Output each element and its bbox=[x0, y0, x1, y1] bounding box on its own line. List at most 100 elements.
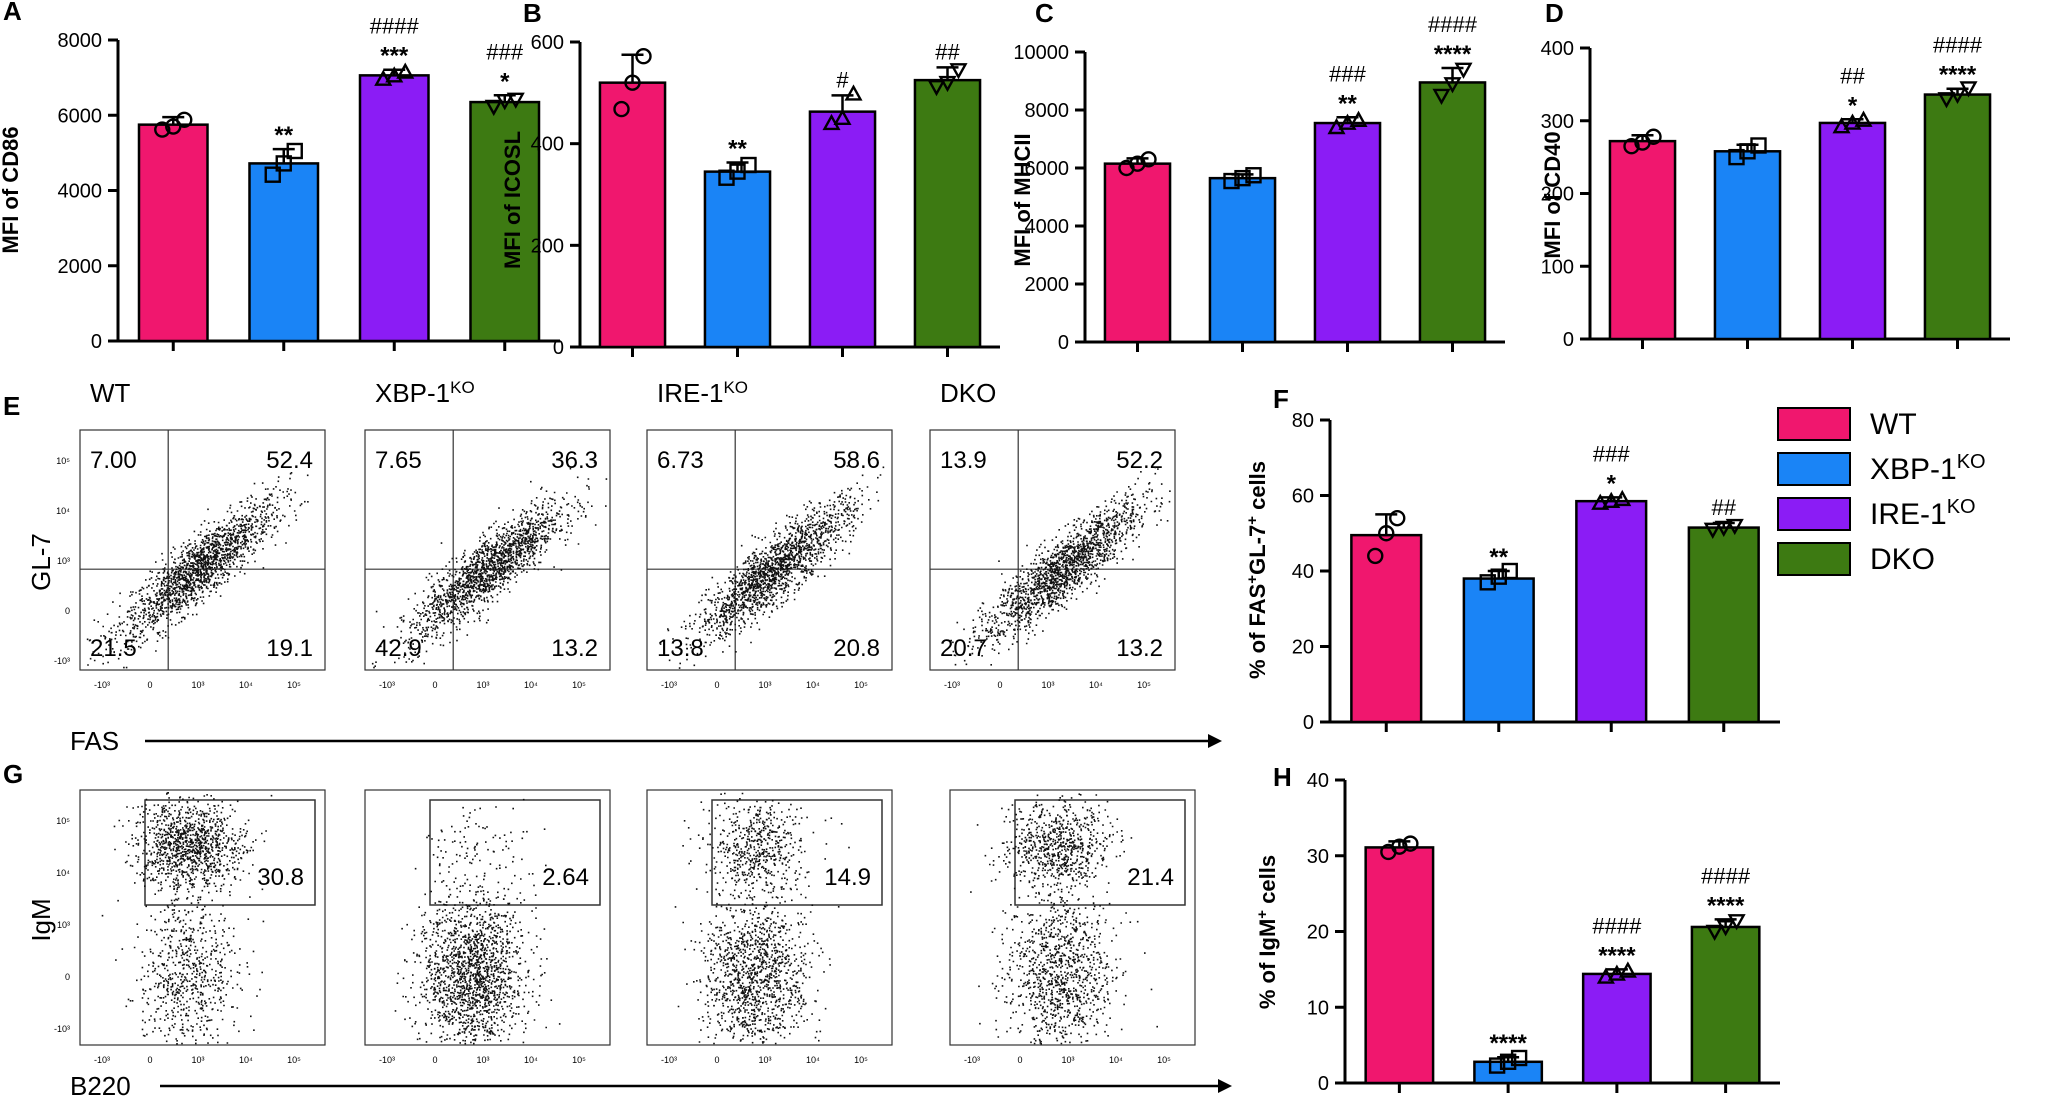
legend-swatch bbox=[1777, 452, 1851, 486]
bar-WT bbox=[1350, 533, 1423, 724]
x-axis-tick-label: -10³ bbox=[661, 1055, 677, 1065]
x-axis-tick-label: 10⁴ bbox=[806, 680, 820, 690]
data-point bbox=[484, 99, 503, 117]
x-axis-tick-label: -10³ bbox=[94, 1055, 110, 1065]
data-point bbox=[1223, 172, 1240, 190]
legend-swatch bbox=[1777, 407, 1851, 441]
data-point bbox=[1959, 81, 1978, 98]
y-tick-label: 0 bbox=[1303, 712, 1314, 734]
sig-star-label: **** bbox=[1598, 942, 1636, 969]
gate-box bbox=[144, 799, 316, 906]
legend-swatch bbox=[1777, 497, 1851, 531]
y-tick-label: 200 bbox=[531, 235, 564, 257]
plot-title: IRE-1KO bbox=[657, 378, 748, 409]
x-axis-tick-label: 10⁵ bbox=[287, 1055, 301, 1065]
sig-hash-label: #### bbox=[1428, 12, 1478, 37]
data-point bbox=[1391, 838, 1408, 855]
plot-frame bbox=[79, 429, 326, 671]
quadrant-value: 52.2 bbox=[1116, 447, 1163, 474]
quadrant-value: 20.8 bbox=[833, 635, 880, 662]
y-tick-label: 0 bbox=[1058, 332, 1069, 354]
y-tick-label: 0 bbox=[1563, 329, 1574, 351]
y-axis-label-GL7: GL-7 bbox=[26, 533, 56, 591]
y-tick-label: 400 bbox=[531, 134, 564, 156]
data-point bbox=[1596, 967, 1615, 984]
quadrant-value: 13.2 bbox=[1116, 635, 1163, 662]
sig-star-label: **** bbox=[1939, 62, 1977, 89]
x-axis-tick-label: 10⁵ bbox=[854, 1055, 868, 1065]
y-axis-tick-label: 10⁵ bbox=[56, 816, 70, 826]
y-axis-tick-label: 10³ bbox=[57, 556, 70, 566]
y-axis-label: MFI of ICOSL bbox=[500, 131, 525, 269]
x-axis-tick-label: 10³ bbox=[1061, 1055, 1074, 1065]
y-tick-label: 600 bbox=[531, 32, 564, 54]
x-axis-tick-label: 0 bbox=[432, 1055, 437, 1065]
y-tick-label: 30 bbox=[1307, 846, 1329, 868]
x-axis-tick-label: 10⁴ bbox=[239, 680, 253, 690]
plot-frame bbox=[929, 429, 1176, 671]
y-tick-label: 60 bbox=[1292, 486, 1314, 508]
bar-IRE-1KO bbox=[358, 74, 430, 343]
y-axis-label-IgM: IgM bbox=[26, 898, 56, 941]
gate-value: 21.4 bbox=[1127, 864, 1174, 891]
data-point bbox=[385, 66, 404, 83]
y-tick-label: 4000 bbox=[58, 181, 103, 203]
x-axis-tick-label: 0 bbox=[1017, 1055, 1022, 1065]
data-point bbox=[1432, 88, 1451, 105]
bar-WT bbox=[598, 81, 667, 349]
bar-XBP-1KO bbox=[1208, 176, 1277, 344]
data-point bbox=[613, 100, 630, 118]
event-dots bbox=[659, 465, 885, 669]
y-tick-label: 0 bbox=[1318, 1073, 1329, 1095]
bar-IRE-1KO bbox=[1575, 499, 1648, 724]
bar-XBP-1KO bbox=[1473, 1060, 1544, 1085]
sig-hash-label: ## bbox=[1840, 63, 1865, 88]
sig-star-label: ** bbox=[728, 135, 747, 162]
data-point bbox=[1618, 961, 1637, 978]
flow-plot: 2.64 -10³ 0 10³ 10⁴ 10⁵ bbox=[364, 789, 611, 1065]
bar-IRE-1KO bbox=[808, 110, 877, 349]
panel-letter-E: E bbox=[3, 391, 20, 421]
plot-title: XBP-1KO bbox=[375, 378, 475, 409]
bar-WT bbox=[137, 123, 209, 343]
data-point bbox=[1602, 491, 1621, 508]
bar-DKO bbox=[1418, 81, 1487, 344]
y-tick-label: 0 bbox=[91, 331, 102, 353]
legend-label: XBP-1KO bbox=[1870, 451, 1986, 486]
flow-plot: 21.4 -10³ 0 10³ 10⁴ 10⁵ bbox=[949, 789, 1196, 1065]
data-point bbox=[275, 155, 292, 172]
quadrant-value: 36.3 bbox=[551, 447, 598, 474]
data-point bbox=[1727, 914, 1746, 931]
x-axis-tick-label: 10⁴ bbox=[1109, 1055, 1123, 1065]
y-tick-label: 6000 bbox=[1025, 158, 1070, 180]
gate-value: 2.64 bbox=[542, 864, 589, 891]
x-axis-tick-label: 10⁴ bbox=[1089, 680, 1103, 690]
data-point bbox=[1499, 1053, 1517, 1070]
bar-WT bbox=[1103, 162, 1172, 344]
y-axis-label: % of FAS+GL-7+ cells bbox=[1244, 461, 1271, 679]
y-tick-label: 10 bbox=[1307, 997, 1329, 1019]
legend-label: DKO bbox=[1870, 543, 1935, 576]
x-axis-tick-label: 10⁵ bbox=[287, 680, 301, 690]
x-axis-tick-label: 0 bbox=[432, 680, 437, 690]
y-tick-label: 200 bbox=[1541, 184, 1574, 206]
bar-XBP-1KO bbox=[1462, 577, 1535, 724]
x-axis-tick-label: 10³ bbox=[191, 680, 204, 690]
data-point bbox=[1454, 62, 1473, 79]
y-axis-tick-label: 10⁴ bbox=[56, 868, 70, 878]
y-axis-tick-label: 0 bbox=[65, 606, 70, 616]
data-point bbox=[1725, 518, 1744, 536]
bar-IRE-1KO bbox=[1581, 972, 1652, 1085]
y-tick-label: 300 bbox=[1541, 111, 1574, 133]
data-point bbox=[495, 94, 514, 111]
data-point bbox=[1510, 1049, 1528, 1067]
data-point bbox=[1613, 489, 1632, 507]
sig-star-label: **** bbox=[1434, 41, 1472, 68]
bar-WT bbox=[1364, 846, 1435, 1085]
panel-letter-F: F bbox=[1273, 384, 1289, 414]
data-point bbox=[1645, 128, 1662, 145]
panel-letter-G: G bbox=[3, 759, 23, 789]
y-tick-label: 100 bbox=[1541, 256, 1574, 278]
y-axis-tick-label: -10³ bbox=[54, 1024, 70, 1034]
